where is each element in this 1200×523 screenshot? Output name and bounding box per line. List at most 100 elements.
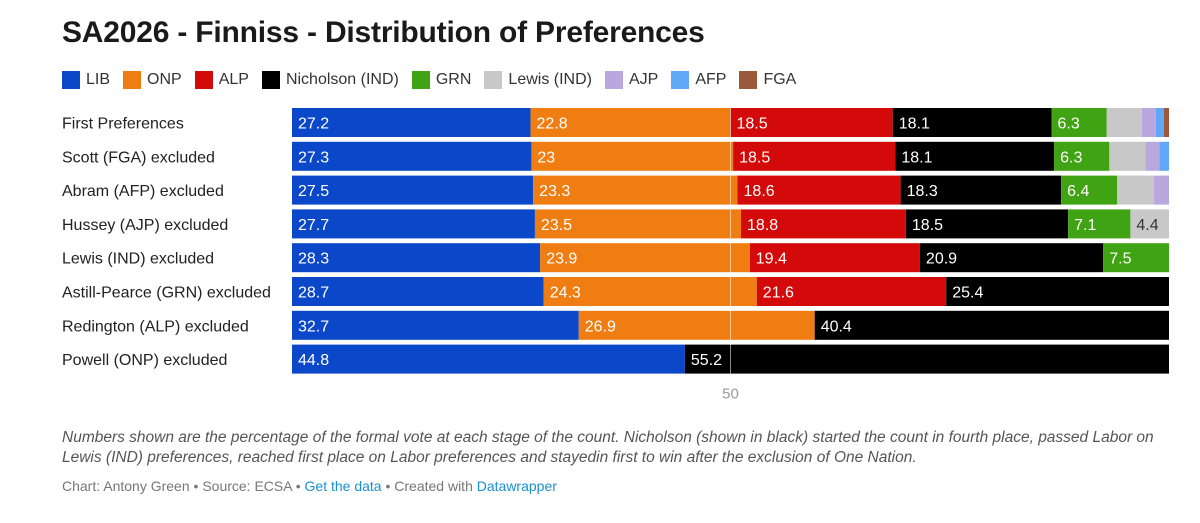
bar-onp: [530, 108, 731, 137]
bar-onp: [533, 175, 738, 205]
legend-label: AFP: [695, 71, 727, 88]
row-label: Abram (AFP) excluded: [62, 183, 224, 200]
legend-label: ONP: [147, 71, 182, 88]
data-label-alp: 18.5: [737, 116, 768, 133]
bar-lib: [292, 243, 541, 273]
bar-lib: [292, 108, 531, 137]
data-label-nicholson-ind: 18.5: [912, 217, 943, 234]
legend-item-grn: GRN: [411, 71, 472, 89]
created-with-text: Created with: [394, 478, 477, 494]
row-label: Powell (ONP) excluded: [62, 352, 227, 369]
legend-item-afp: AFP: [671, 71, 726, 89]
data-label-onp: 23: [537, 149, 555, 166]
data-label-alp: 18.6: [744, 183, 775, 200]
row-label: Astill-Pearce (GRN) excluded: [62, 285, 271, 302]
legend-swatch: [604, 71, 623, 89]
chart-credit: Chart: Antony Green: [62, 478, 190, 494]
bar-afp: [1155, 108, 1164, 137]
datawrapper-link[interactable]: Datawrapper: [476, 478, 557, 494]
legend-item-ajp: AJP: [604, 71, 658, 89]
bar-grn: [1051, 108, 1107, 137]
footer-separator: •: [189, 478, 203, 494]
legend-swatch: [739, 71, 758, 89]
stacked-bar-chart: First Preferences 27.2 22.8 18.5 18.1 6.3 Scot…: [62, 108, 1169, 403]
legend-item-onp: ONP: [123, 71, 182, 89]
bar-lewis-ind: [1109, 141, 1146, 171]
source-text: Source: ECSA: [202, 478, 292, 494]
legend-label: FGA: [763, 71, 797, 88]
data-label-nicholson-ind: 20.9: [926, 251, 957, 268]
bar-onp: [540, 243, 750, 273]
legend-label: ALP: [218, 71, 249, 88]
bar-fga: [1163, 108, 1169, 137]
data-label-grn: 7.5: [1109, 251, 1131, 268]
data-label-grn: 7.1: [1074, 217, 1096, 234]
legend-swatch: [671, 71, 690, 89]
data-label-lib: 28.7: [298, 285, 329, 302]
bar-ajp: [1145, 141, 1160, 171]
bar-nicholson-ind: [814, 310, 1169, 340]
legend-swatch: [123, 71, 142, 89]
legend-label: GRN: [435, 71, 472, 88]
data-label-onp: 23.9: [546, 251, 577, 268]
legend-swatch: [194, 71, 213, 89]
bar-alp: [733, 141, 896, 171]
data-label-lib: 44.8: [298, 352, 329, 369]
data-label-grn: 6.3: [1060, 149, 1082, 166]
bar-lib: [292, 209, 535, 239]
data-label-alp: 18.8: [747, 217, 778, 234]
bar-lib: [292, 310, 579, 340]
chart-title: SA2026 - Finniss - Distribution of Prefe…: [62, 16, 705, 49]
row-label: First Preferences: [62, 116, 184, 133]
row-label: Lewis (IND) excluded: [62, 251, 214, 268]
bar-grn: [1061, 175, 1118, 205]
bar-onp: [578, 310, 815, 340]
data-label-nicholson-ind: 55.2: [691, 352, 722, 369]
legend-label: Nicholson (IND): [285, 71, 399, 88]
bar-alp: [741, 209, 906, 239]
data-label-alp: 18.5: [739, 149, 770, 166]
bar-onp: [543, 277, 757, 306]
bar-alp: [756, 277, 947, 306]
data-label-grn: 6.3: [1057, 116, 1079, 133]
bar-nicholson-ind: [919, 243, 1104, 273]
data-label-nicholson-ind: 18.1: [901, 149, 932, 166]
data-label-lib: 27.2: [298, 116, 329, 133]
legend-swatch: [411, 71, 430, 89]
data-label-onp: 22.8: [537, 116, 568, 133]
bar-alp: [730, 108, 893, 137]
row-label: Redington (ALP) excluded: [62, 318, 249, 335]
legend-swatch: [62, 71, 80, 89]
data-label-nicholson-ind: 18.1: [899, 116, 930, 133]
bar-alp: [737, 175, 901, 205]
bar-lib: [292, 175, 534, 205]
data-label-lib: 32.7: [298, 318, 329, 335]
data-label-lib: 27.5: [298, 183, 329, 200]
bar-nicholson-ind: [895, 141, 1055, 171]
bar-lib: [292, 141, 532, 171]
bar-onp: [534, 209, 742, 239]
legend-swatch: [261, 71, 280, 89]
data-label-lib: 28.3: [298, 251, 329, 268]
legend-item-lib: LIB: [62, 71, 110, 89]
legend-label: LIB: [86, 71, 111, 88]
data-label-lewis-ind: 4.4: [1136, 217, 1158, 234]
bar-nicholson-ind: [900, 175, 1062, 205]
data-label-lib: 27.7: [298, 217, 329, 234]
bar-nicholson-ind: [892, 108, 1052, 137]
chart-legend: LIB ONP ALP Nicholson (IND) GRN Lewis (IND) AJ…: [62, 68, 809, 92]
bar-nicholson-ind: [684, 344, 1169, 374]
chart-footer: Chart: Antony Green • Source: ECSA • Get…: [62, 478, 557, 494]
data-label-alp: 19.4: [756, 251, 787, 268]
data-label-nicholson-ind: 40.4: [821, 318, 852, 335]
data-label-nicholson-ind: 25.4: [952, 285, 983, 302]
data-label-onp: 23.3: [539, 183, 570, 200]
bar-lewis-ind: [1130, 209, 1169, 239]
bar-lewis-ind: [1117, 175, 1155, 205]
legend-label: Lewis (IND): [508, 71, 592, 88]
bar-onp: [531, 141, 734, 171]
get-data-link[interactable]: Get the data: [304, 478, 382, 494]
bar-lib: [292, 344, 685, 374]
data-label-alp: 21.6: [763, 285, 794, 302]
legend-item-lewis-ind: Lewis (IND): [484, 71, 592, 89]
